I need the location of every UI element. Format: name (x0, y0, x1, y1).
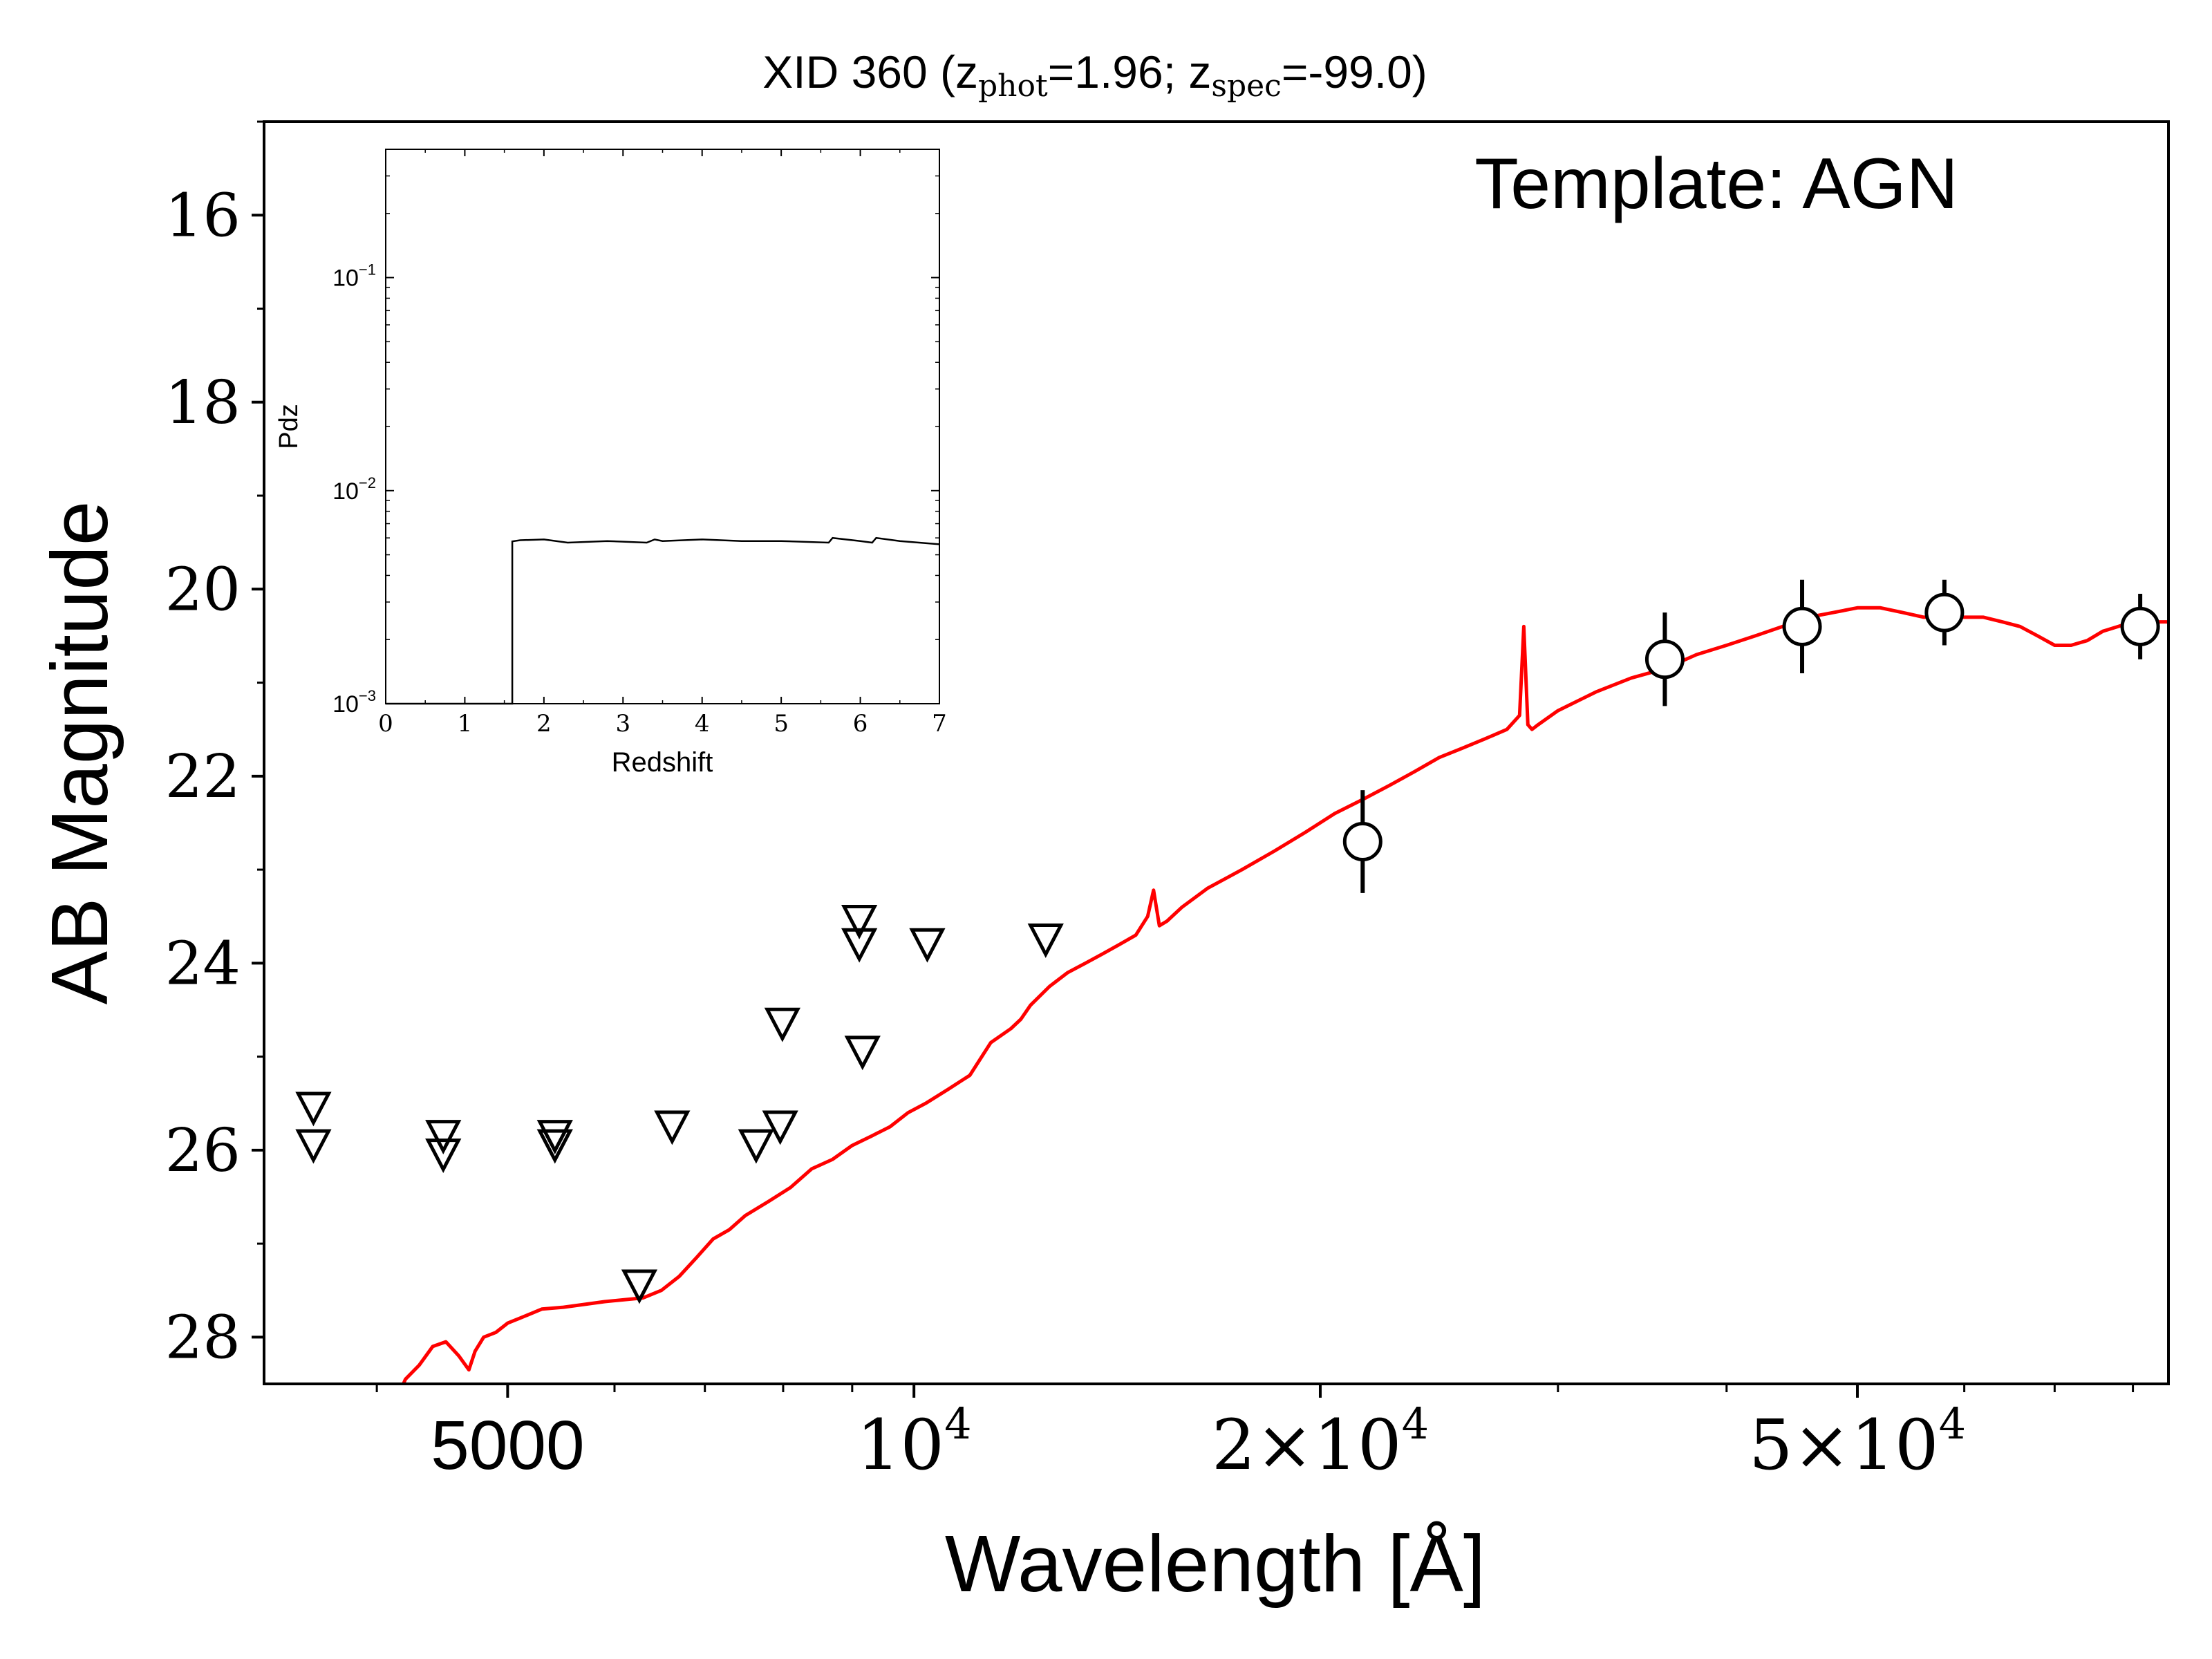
inset-frame (385, 149, 940, 704)
detection-markers (1342, 579, 2160, 893)
inset-x-tick-label: 3 (615, 710, 630, 738)
upper-limit-marker (841, 928, 878, 963)
template-sed-path (401, 606, 2168, 1384)
x-tick-label: 104 (856, 1398, 972, 1485)
upper-limit-marker (1027, 924, 1064, 958)
upper-limit-marker (295, 1091, 332, 1127)
chart-title: XID 360 (zphot=1.96; zspec=-99.0) (762, 46, 1427, 104)
inset-x-tick-label: 0 (378, 710, 393, 738)
upper-limit-marker (654, 1110, 691, 1145)
upper-limit-marker (425, 1120, 462, 1154)
template-annotation: Template: AGN (1474, 144, 1958, 224)
y-tick-label: 24 (165, 929, 241, 998)
inset-x-axis-label: Redshift (612, 747, 713, 778)
x-tick-label: 5×104 (1749, 1398, 1966, 1485)
detection-marker (1342, 821, 1382, 861)
upper-limit-marker (764, 1007, 801, 1042)
upper-limit-marker (295, 1129, 332, 1164)
x-axis-label: Wavelength [Å] (945, 1519, 1485, 1609)
y-tick-label: 28 (165, 1303, 241, 1372)
upper-limit-marker (841, 904, 878, 939)
upper-limit-marker (536, 1120, 573, 1154)
inset-x-tick-label: 4 (695, 710, 710, 738)
inset-x-tick-label: 2 (536, 710, 552, 738)
y-tick-label: 20 (165, 555, 241, 624)
upper-limit-marker (738, 1129, 775, 1164)
template-sed-line (401, 606, 2168, 1384)
inset-y-axis-label: Pdz (274, 404, 303, 449)
upper-limit-marker (762, 1110, 798, 1145)
detection-marker (2120, 606, 2160, 646)
inset-y-tick-label: 10−2 (332, 474, 376, 505)
main-plot-frame (263, 120, 2170, 1385)
inset-x-tick-label: 7 (932, 710, 947, 738)
upper-limit-marker (425, 1138, 462, 1174)
inset-background (386, 149, 939, 704)
inset-y-tick-label: 10−1 (332, 261, 376, 292)
inset-pdz-line (386, 536, 940, 705)
detection-marker (1924, 592, 1965, 632)
y-tick-label: 18 (165, 368, 241, 438)
inset-x-tick-label: 5 (774, 710, 789, 738)
inset-x-tick-label: 6 (853, 710, 868, 738)
y-tick-label: 26 (165, 1116, 241, 1185)
x-tick-label: 2×104 (1212, 1398, 1429, 1485)
y-tick-label: 22 (165, 742, 241, 812)
upper-limit-marker (909, 928, 946, 963)
upper-limit-markers (295, 904, 1064, 1304)
upper-limit-marker (844, 1035, 881, 1071)
detection-marker (1644, 639, 1685, 679)
y-tick-label: 16 (165, 181, 241, 250)
upper-limit-marker (536, 1129, 573, 1164)
y-axis-label: AB Magnitude (35, 501, 124, 1005)
inset-y-tick-label: 10−3 (332, 687, 376, 718)
pdz-series-line (386, 536, 940, 705)
x-tick-label: 5000 (431, 1407, 584, 1484)
inset-x-tick-label: 1 (458, 710, 473, 738)
detection-marker (1782, 606, 1822, 646)
upper-limit-marker (621, 1269, 658, 1304)
